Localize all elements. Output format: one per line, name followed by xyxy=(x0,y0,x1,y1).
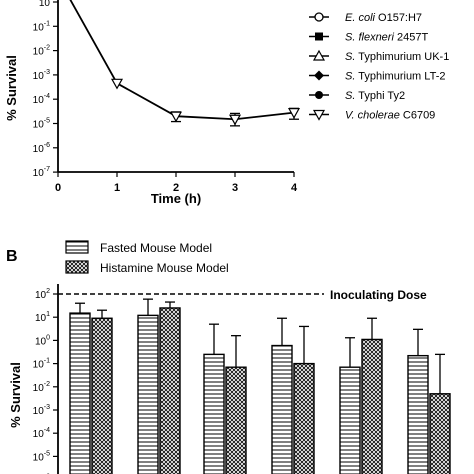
panel-a-y-tick-label: 10-1 xyxy=(33,20,50,33)
panel-b-bar xyxy=(293,362,315,474)
panel-b: B Fasted Mouse Model Histamine Mouse Mode… xyxy=(6,240,451,474)
panel-a-x-title: Time (h) xyxy=(151,191,201,206)
panel-a-y-tick-label: 10-4 xyxy=(33,93,50,106)
panel-a-legend-label: S. Typhimurium LT-2 xyxy=(345,71,445,83)
panel-b-y-tick-label: 102 xyxy=(35,288,50,301)
panel-b-bar xyxy=(137,314,159,474)
panel-b-label: B xyxy=(6,248,18,265)
panel-b-bar xyxy=(91,317,113,474)
panel-b-bar xyxy=(429,393,451,474)
panel-a-legend-label: S. Typhimurium UK-1 xyxy=(345,51,449,63)
panel-b-bars xyxy=(69,298,451,474)
panel-a-x-tick-label: 4 xyxy=(291,182,298,194)
panel-a-y-tick-label: 10-5 xyxy=(33,118,50,131)
panel-a-x-tick-label: 2 xyxy=(173,182,179,194)
panel-a-y-title: % Survival xyxy=(4,55,19,121)
panel-a-legend-label: E. coli O157:H7 xyxy=(345,12,422,24)
panel-b-y-title: % Survival xyxy=(8,362,23,428)
panel-b-bar xyxy=(407,354,429,474)
panel-a-y-ticks: 10 10-1 10-2 10-3 10-4 10-5 10-6 10-7 xyxy=(33,0,58,179)
panel-a-point xyxy=(228,114,242,126)
panel-a-x-tick-label: 3 xyxy=(232,182,238,194)
panel-b-legend-label: Fasted Mouse Model xyxy=(100,241,212,255)
panel-b-bar xyxy=(361,338,383,474)
panel-b-y-tick-label: 100 xyxy=(35,334,50,347)
panel-b-y-tick-label: 10-1 xyxy=(33,358,50,371)
panel-b-bar xyxy=(225,366,247,474)
inoculating-dose-label: Inoculating Dose xyxy=(330,288,427,302)
panel-a-legend-label: V. cholerae C6709 xyxy=(345,110,435,122)
panel-b-y-tick-label: 10-5 xyxy=(33,450,50,463)
panel-a-legend: E. coli O157:H7 S. flexneri 2457T S. Typhi… xyxy=(309,12,449,122)
panel-b-y-tick-label: 10-4 xyxy=(33,427,50,440)
panel-b-bar xyxy=(69,312,91,474)
panel-b-bar xyxy=(271,344,293,474)
panel-a-x-tick-label: 0 xyxy=(55,182,61,194)
panel-a-y-tick-label: 10 xyxy=(39,0,51,9)
panel-a-legend-marker xyxy=(312,49,326,61)
panel-b-legend-swatch xyxy=(65,260,89,274)
panel-a-point xyxy=(110,78,124,90)
panel-b-bar xyxy=(203,353,225,474)
panel-b-legend-label: Histamine Mouse Model xyxy=(100,261,229,275)
panel-a-y-tick-label: 10-3 xyxy=(33,69,50,82)
panel-a-legend-marker xyxy=(315,32,323,41)
panel-b-legend: Fasted Mouse Model Histamine Mouse Model xyxy=(65,240,229,275)
panel-b-bar xyxy=(159,307,181,474)
panel-b-y-tick-label: 10-3 xyxy=(33,404,50,417)
panel-a-legend-marker xyxy=(312,109,326,121)
panel-a-legend-label: S. flexneri 2457T xyxy=(345,32,428,44)
panel-a-point xyxy=(287,108,301,119)
panel-a-series xyxy=(69,0,301,127)
panel-b-bar xyxy=(339,366,361,474)
panel-a-series-line xyxy=(69,0,295,121)
panel-a-point xyxy=(169,111,183,123)
panel-a-legend-marker xyxy=(314,12,324,22)
panel-a-legend-marker xyxy=(315,91,323,99)
panel-b-y-tick-label: 101 xyxy=(35,311,50,324)
panel-b-y-tick-label: 10-2 xyxy=(33,381,50,394)
panel-a-y-tick-label: 10-2 xyxy=(33,45,50,58)
panel-a-legend-marker xyxy=(314,70,324,81)
panel-b-legend-swatch xyxy=(65,240,89,254)
panel-a-y-tick-label: 10-7 xyxy=(33,166,50,179)
panel-a-x-tick-label: 1 xyxy=(114,182,120,194)
panel-a-y-tick-label: 10-6 xyxy=(33,142,50,155)
panel-a-legend-label: S. Typhi Ty2 xyxy=(345,90,405,102)
panel-a: 10 10-1 10-2 10-3 10-4 10-5 10-6 10-7 0 1 2 3 4 Tim… xyxy=(4,0,449,206)
